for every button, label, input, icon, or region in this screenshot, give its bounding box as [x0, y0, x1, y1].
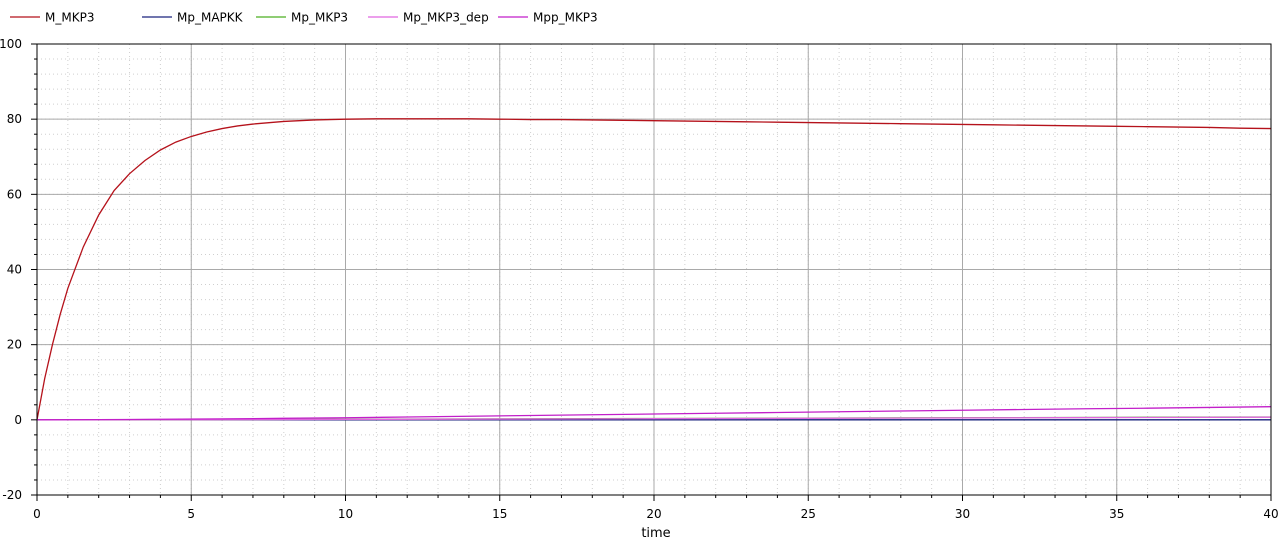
legend-item-mp-mapkk[interactable]: Mp_MAPKK	[142, 11, 244, 25]
legend-label: Mp_MKP3_dep	[403, 11, 489, 25]
legend-label: M_MKP3	[45, 11, 94, 25]
series-line-mp-mkp3-dep	[36, 416, 1272, 421]
legend-label: Mpp_MKP3	[533, 11, 598, 25]
series-line-m-mkp3	[36, 118, 1272, 420]
x-axis-title: time	[641, 526, 670, 541]
x-tick-label: 25	[801, 507, 816, 521]
x-tick-label: 40	[1263, 507, 1278, 521]
y-tick-label: 40	[7, 263, 22, 277]
legend: M_MKP3 Mp_MAPKK Mp_MKP3 Mp_MKP3_dep Mpp_MKP3	[10, 11, 598, 25]
legend-item-mp-mkp3-dep[interactable]: Mp_MKP3_dep	[368, 11, 489, 25]
x-tick-label: 15	[492, 507, 507, 521]
x-tick-label: 5	[187, 507, 195, 521]
y-tick-label: 0	[14, 413, 22, 427]
series-line-mpp-mkp3	[36, 406, 1272, 421]
y-tick-label: 60	[7, 187, 22, 201]
legend-item-mp-mkp3[interactable]: Mp_MKP3	[256, 11, 348, 25]
legend-label: Mp_MKP3	[291, 11, 348, 25]
axes	[31, 43, 1272, 501]
x-tick-label: 10	[338, 507, 353, 521]
x-tick-label: 20	[646, 507, 661, 521]
x-tick-label: 35	[1109, 507, 1124, 521]
grid	[36, 43, 1272, 496]
y-tick-label: -20	[2, 488, 22, 502]
legend-label: Mp_MAPKK	[177, 11, 244, 25]
y-tick-label: 20	[7, 338, 22, 352]
y-tick-label: 80	[7, 112, 22, 126]
legend-item-m-mkp3[interactable]: M_MKP3	[10, 11, 94, 25]
y-tick-label: 100	[0, 37, 22, 51]
tick-labels: 0 5 10 15 20 25 30 35 40 -20 0 20 40 60 80 100	[0, 37, 1279, 521]
x-tick-label: 30	[955, 507, 970, 521]
series-group	[36, 118, 1272, 421]
legend-item-mpp-mkp3[interactable]: Mpp_MKP3	[498, 11, 598, 25]
x-tick-label: 0	[33, 507, 41, 521]
